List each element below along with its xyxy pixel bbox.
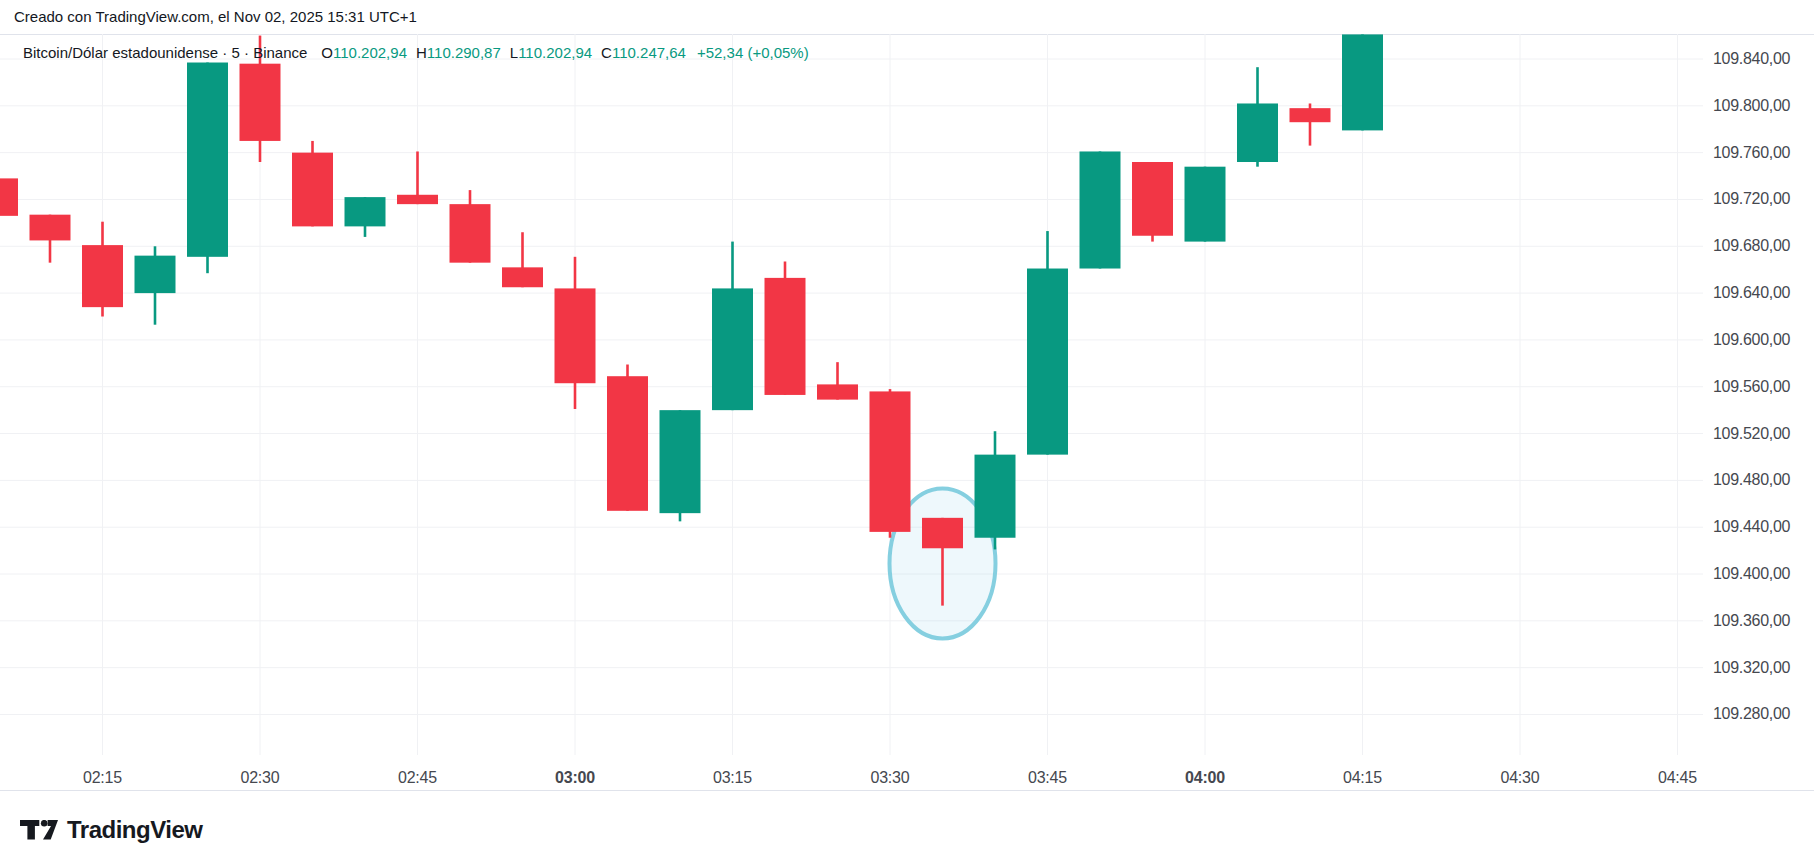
price-axis-label: 109.440,00 <box>1713 519 1803 535</box>
candle <box>292 141 333 226</box>
time-axis-label: 02:45 <box>373 769 463 787</box>
time-axis-label: 03:45 <box>1003 769 1093 787</box>
time-axis-label: 03:15 <box>688 769 778 787</box>
candle <box>765 261 806 394</box>
tradingview-logo[interactable]: TradingView <box>20 816 202 844</box>
candle <box>82 222 123 317</box>
candle <box>817 362 858 399</box>
price-axis-label: 109.520,00 <box>1713 426 1803 442</box>
candle <box>135 246 176 324</box>
candle <box>1342 34 1383 130</box>
price-axis-label: 109.840,00 <box>1713 51 1803 67</box>
candle <box>870 389 911 538</box>
candle <box>1185 167 1226 242</box>
candle <box>0 178 18 215</box>
price-axis-label: 109.400,00 <box>1713 566 1803 582</box>
candle <box>1237 67 1278 166</box>
candle <box>397 151 438 204</box>
price-axis-label: 109.680,00 <box>1713 238 1803 254</box>
candle <box>1290 103 1331 145</box>
candle <box>30 215 71 263</box>
ohlc-pair: O110.202,94 <box>321 44 407 61</box>
ohlc-pair: H110.290,87 <box>416 44 501 61</box>
tradingview-logo-icon <box>20 820 58 841</box>
candle <box>712 242 753 411</box>
candle <box>975 431 1016 549</box>
candle <box>607 365 648 511</box>
ohlc-pair: L110.202,94 <box>510 44 592 61</box>
ohlc-values: O110.202,94 H110.290,87 L110.202,94 C110.24… <box>321 44 695 61</box>
change-value: +52,34 (+0,05%) <box>697 44 809 61</box>
tradingview-logo-text: TradingView <box>67 816 202 844</box>
candle <box>555 257 596 409</box>
candle <box>1132 162 1173 242</box>
price-axis-label: 109.560,00 <box>1713 379 1803 395</box>
time-axis-label: 04:30 <box>1475 769 1565 787</box>
time-axis-label: 04:15 <box>1318 769 1408 787</box>
candle <box>502 232 543 287</box>
price-axis-label: 109.280,00 <box>1713 706 1803 722</box>
candlestick-chart[interactable] <box>0 34 1814 791</box>
price-axis-label: 109.640,00 <box>1713 285 1803 301</box>
candle <box>1027 231 1068 455</box>
ohlc-pair: C110.247,64 <box>601 44 686 61</box>
price-axis-label: 109.600,00 <box>1713 332 1803 348</box>
price-axis-label: 109.720,00 <box>1713 191 1803 207</box>
candle <box>1080 151 1121 268</box>
price-axis-label: 109.320,00 <box>1713 660 1803 676</box>
price-axis-label: 109.800,00 <box>1713 98 1803 114</box>
time-axis-label: 03:30 <box>845 769 935 787</box>
symbol-title: Bitcoin/Dólar estadounidense · 5 · Binan… <box>23 44 307 61</box>
price-axis-label: 109.480,00 <box>1713 472 1803 488</box>
price-axis-label: 109.360,00 <box>1713 613 1803 629</box>
time-axis-label: 03:00 <box>530 769 620 787</box>
price-axis-label: 109.760,00 <box>1713 145 1803 161</box>
chart-legend: Bitcoin/Dólar estadounidense · 5 · Binan… <box>23 44 809 61</box>
time-axis-label: 04:45 <box>1633 769 1723 787</box>
time-axis-label: 02:30 <box>215 769 305 787</box>
candle <box>187 63 228 274</box>
created-with-text: Creado con TradingView.com, el Nov 02, 2… <box>14 8 417 25</box>
candle <box>450 190 491 263</box>
candle <box>660 410 701 521</box>
time-axis-label: 02:15 <box>58 769 148 787</box>
candle <box>345 197 386 237</box>
time-axis-label: 04:00 <box>1160 769 1250 787</box>
